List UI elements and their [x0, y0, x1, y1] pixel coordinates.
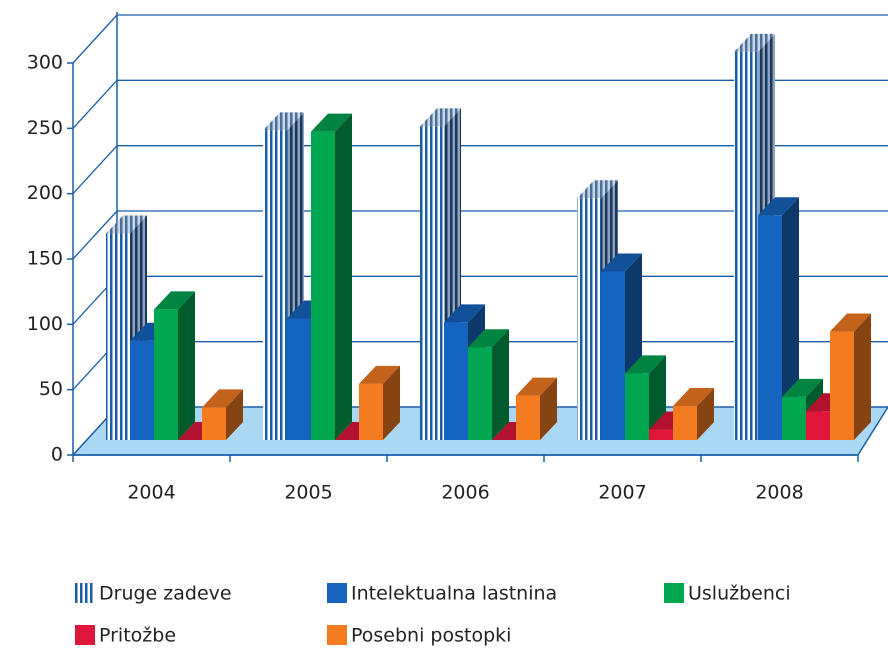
grid-line — [72, 145, 118, 195]
x-tick-label: 2006 — [441, 482, 489, 504]
grid-line — [72, 14, 118, 64]
y-tick-label: 150 — [27, 248, 63, 270]
bar — [625, 355, 666, 440]
legend-swatch — [664, 583, 684, 603]
bar — [311, 113, 352, 441]
bar — [830, 313, 871, 440]
legend-swatch — [327, 625, 347, 645]
x-tick-label: 2005 — [284, 482, 332, 504]
x-tick-label: 2007 — [598, 482, 646, 504]
bar — [154, 291, 195, 440]
bar — [202, 389, 243, 440]
legend-label: Pritožbe — [99, 625, 176, 647]
grid-line — [72, 79, 118, 129]
bar — [359, 365, 400, 440]
y-tick-label: 100 — [27, 313, 63, 335]
y-tick-label: 300 — [27, 52, 63, 74]
legend-swatch — [75, 625, 95, 645]
legend-swatch — [75, 583, 95, 603]
legend-label: Posebni postopki — [351, 625, 511, 647]
bar — [758, 197, 799, 440]
x-tick-label: 2008 — [755, 482, 803, 504]
y-tick-label: 50 — [39, 378, 63, 400]
bar — [673, 388, 714, 440]
legend-label: Druge zadeve — [99, 583, 232, 605]
y-tick-label: 0 — [51, 444, 63, 466]
legend-label: Intelektualna lastnina — [351, 583, 557, 605]
bar — [516, 377, 557, 440]
bar — [468, 329, 509, 440]
y-tick-label: 200 — [27, 182, 63, 204]
x-tick-label: 2004 — [127, 482, 175, 504]
legend-swatch — [327, 583, 347, 603]
legend-label: Uslužbenci — [688, 583, 791, 605]
y-tick-label: 250 — [27, 117, 63, 139]
grid-line — [72, 210, 118, 260]
